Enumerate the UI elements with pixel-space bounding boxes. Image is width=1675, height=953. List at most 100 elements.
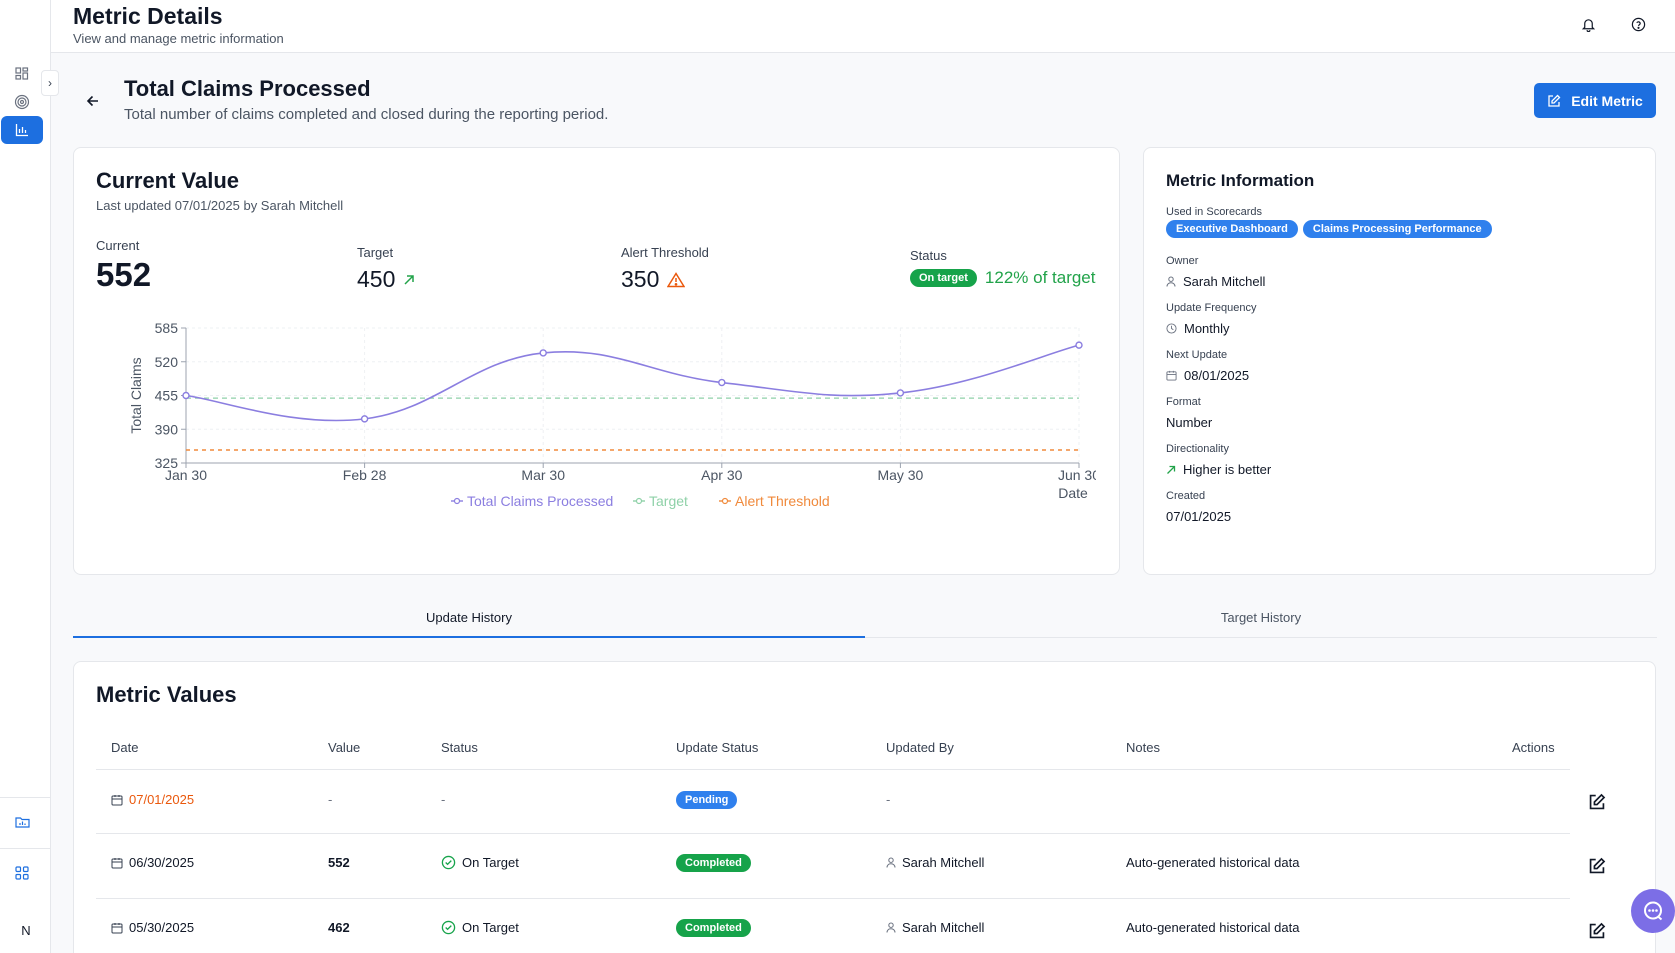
- metric-info-title: Metric Information: [1166, 171, 1315, 190]
- data-point: [182, 391, 190, 400]
- column-header-date[interactable]: Date: [111, 740, 139, 755]
- edit-icon: [1548, 94, 1561, 107]
- x-tick-label: Jan 30: [165, 467, 207, 483]
- last-updated-text: Last updated 07/01/2025 by Sarah Mitchel…: [96, 198, 344, 213]
- row-status-text: On Target: [462, 855, 519, 870]
- scorecard-chips: Executive Dashboard Claims Processing Pe…: [1166, 220, 1492, 238]
- arrow-up-right-icon: [1167, 465, 1176, 474]
- row-status: On Target: [441, 855, 519, 870]
- sidebar-apps-button[interactable]: [1, 859, 43, 887]
- next-update-value: 08/01/2025: [1166, 368, 1249, 383]
- data-point: [896, 389, 905, 397]
- metric-values-title: Metric Values: [96, 682, 237, 707]
- chevron-right-icon: ›: [48, 76, 52, 90]
- column-header-notes[interactable]: Notes: [1126, 740, 1160, 755]
- column-header-updated-by[interactable]: Updated By: [886, 740, 954, 755]
- directionality-text: Higher is better: [1183, 462, 1272, 477]
- row-updated-by: -: [886, 792, 891, 807]
- tab-update-history[interactable]: Update History: [73, 598, 865, 638]
- apps-grid-icon: [15, 866, 29, 880]
- legend-label: Alert Threshold: [735, 493, 830, 509]
- frequency-value: Monthly: [1166, 321, 1230, 336]
- column-header-update-status[interactable]: Update Status: [676, 740, 759, 755]
- edit-metric-label: Edit Metric: [1571, 92, 1643, 109]
- x-tick-label: Feb 28: [343, 467, 387, 483]
- scorecard-chip[interactable]: Executive Dashboard: [1166, 220, 1298, 238]
- page-title: Total Claims Processed: [124, 76, 371, 101]
- bell-icon: [1581, 18, 1595, 32]
- column-header-actions: Actions: [1512, 740, 1555, 755]
- row-value: 552: [328, 855, 350, 870]
- alert-threshold-stat: 350: [621, 266, 686, 293]
- edit-row-icon[interactable]: [1588, 857, 1606, 875]
- sidebar: N: [0, 0, 51, 953]
- row-value: -: [328, 792, 333, 807]
- alert-threshold-label: Alert Threshold: [621, 245, 709, 260]
- table-divider: [96, 833, 1570, 834]
- calendar-icon: [111, 794, 123, 805]
- chat-icon: [1644, 901, 1663, 921]
- column-header-value[interactable]: Value: [328, 740, 361, 755]
- legend-marker: [635, 497, 643, 505]
- avatar[interactable]: N: [21, 922, 31, 938]
- target-value: 450: [357, 266, 396, 292]
- row-update-status: Completed: [676, 854, 751, 872]
- sidebar-dashboard-button[interactable]: [1, 60, 43, 88]
- x-axis-label: Date: [1058, 485, 1088, 501]
- row-notes: Auto-generated historical data: [1126, 855, 1300, 870]
- current-value-title: Current Value: [96, 168, 240, 193]
- created-value: 07/01/2025: [1166, 509, 1232, 524]
- row-date: 06/30/2025: [111, 855, 194, 870]
- help-button[interactable]: [1628, 14, 1648, 34]
- sidebar-folder-button[interactable]: [1, 808, 43, 836]
- user-icon: [886, 857, 896, 868]
- metric-info-card: Metric Information Used in Scorecards Ex…: [1143, 147, 1656, 575]
- notifications-button[interactable]: [1578, 14, 1598, 34]
- legend-item: Total Claims Processed: [451, 493, 613, 509]
- target-stat: 450: [357, 266, 415, 293]
- row-date: 05/30/2025: [111, 920, 194, 935]
- grid-icon: [15, 67, 29, 80]
- sidebar-divider: [0, 797, 51, 798]
- chat-support-button[interactable]: [1631, 889, 1675, 933]
- series-line: [185, 344, 1080, 422]
- completed-badge: Completed: [676, 919, 751, 937]
- edit-row-icon[interactable]: [1588, 793, 1606, 811]
- legend-item: Target: [633, 493, 688, 509]
- row-status: -: [441, 792, 446, 807]
- sidebar-expand-button[interactable]: ›: [41, 70, 59, 96]
- back-button[interactable]: [82, 90, 104, 112]
- sidebar-metrics-button[interactable]: [1, 116, 43, 144]
- current-value-card: Current Value Last updated 07/01/2025 by…: [73, 147, 1120, 575]
- warning-icon: [667, 271, 686, 287]
- alert-threshold-value: 350: [621, 266, 660, 292]
- owner-value: Sarah Mitchell: [1166, 274, 1265, 289]
- row-update-status: Completed: [676, 919, 751, 937]
- data-point: [360, 415, 369, 423]
- metric-line-chart: 325 390 455 520 585 Jan 30 Feb 28 Mar 30 Apr 30 M…: [128, 320, 1096, 509]
- tab-target-history[interactable]: Target History: [865, 598, 1657, 638]
- format-value: Number: [1166, 415, 1213, 430]
- y-axis-label: Total Claims: [128, 357, 144, 433]
- row-date-text: 07/01/2025: [129, 792, 195, 807]
- scorecard-chip[interactable]: Claims Processing Performance: [1302, 220, 1492, 238]
- current-label: Current: [96, 238, 140, 253]
- row-updated-by: Sarah Mitchell: [886, 920, 984, 935]
- target-icon: [14, 94, 30, 110]
- format-label: Format: [1166, 396, 1201, 408]
- edit-metric-button[interactable]: Edit Metric: [1534, 83, 1656, 118]
- help-circle-icon: [1631, 17, 1645, 31]
- current-value: 552: [96, 256, 152, 293]
- x-tick-label: Jun 30: [1058, 467, 1096, 483]
- row-updated-by-text: Sarah Mitchell: [902, 920, 985, 935]
- edit-row-icon[interactable]: [1588, 922, 1606, 940]
- calendar-icon: [111, 857, 123, 868]
- sidebar-goals-button[interactable]: [1, 88, 43, 116]
- top-header: Metric Details View and manage metric in…: [51, 0, 1675, 53]
- data-point: [539, 349, 547, 357]
- column-header-status[interactable]: Status: [441, 740, 478, 755]
- owner-label: Owner: [1166, 255, 1199, 267]
- arrow-left-icon: [86, 95, 98, 107]
- check-circle-icon: [441, 920, 456, 935]
- data-point: [718, 378, 726, 387]
